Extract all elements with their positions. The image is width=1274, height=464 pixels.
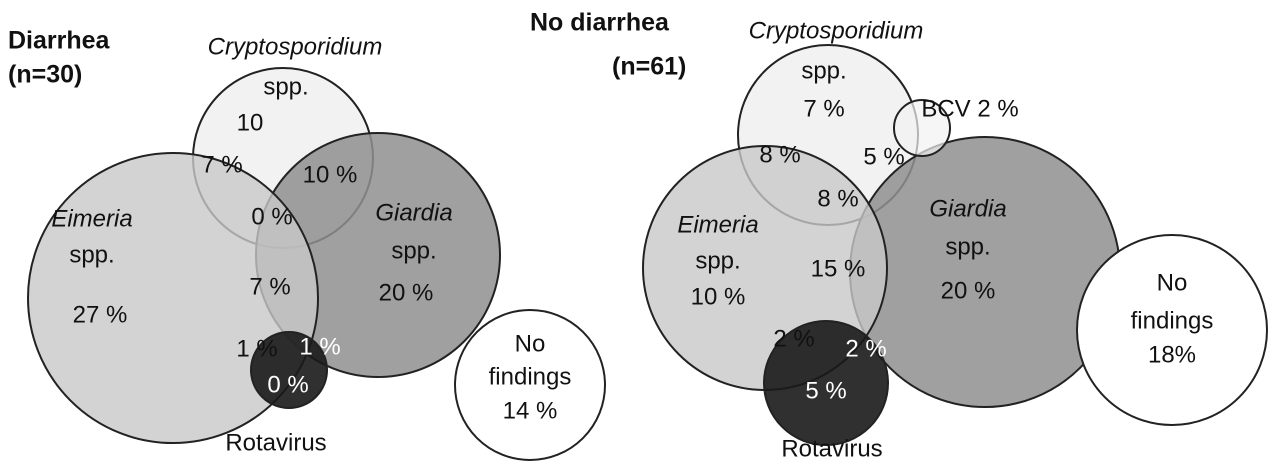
- region-label: 7 %: [803, 95, 844, 122]
- region-label: 7 %: [201, 151, 242, 178]
- set-label: findings: [1131, 307, 1214, 334]
- set-label: spp.: [801, 57, 846, 84]
- set-label: Eimeria: [51, 205, 132, 232]
- region-label: 1 %: [236, 335, 277, 362]
- region-label: 0 %: [267, 371, 308, 398]
- set-label: spp.: [69, 241, 114, 268]
- circle-rotavirus: [250, 331, 328, 409]
- panel-diarrhea: Diarrhea (n=30) Cryptosporidium spp. 10 …: [8, 27, 606, 461]
- panel-no-diarrhea: No diarrhea (n=61) Cryptosporidium spp. …: [530, 9, 1268, 462]
- title: Diarrhea: [8, 27, 111, 55]
- set-label: Eimeria: [677, 211, 758, 238]
- region-label: 27 %: [73, 301, 128, 328]
- title: (n=61): [612, 53, 686, 81]
- region-label: 15 %: [811, 255, 866, 282]
- region-label: 8 %: [817, 185, 858, 212]
- circle-eimeria: [27, 152, 319, 444]
- set-label: No: [515, 330, 546, 357]
- title: No diarrhea: [530, 9, 670, 37]
- circle-rotavirus: [763, 320, 889, 446]
- set-label: Rotavirus: [225, 429, 326, 456]
- region-label: 10 %: [303, 161, 358, 188]
- region-label: 5 %: [805, 377, 846, 404]
- set-label: spp.: [263, 73, 308, 100]
- title: (n=30): [8, 61, 82, 89]
- circle-no-findings: [454, 309, 606, 461]
- set-label: 14 %: [503, 397, 558, 424]
- region-label: 10: [237, 109, 264, 136]
- region-label: 5 %: [863, 143, 904, 170]
- region-label: 2 %: [773, 325, 814, 352]
- set-label: findings: [489, 363, 572, 390]
- set-label: spp.: [695, 247, 740, 274]
- circle-giardia: [849, 136, 1121, 408]
- set-label: BCV 2 %: [921, 95, 1018, 122]
- region-label: 0 %: [251, 203, 292, 230]
- region-label: 8 %: [759, 141, 800, 168]
- set-label: Cryptosporidium: [749, 17, 924, 44]
- region-label: 1 %: [299, 333, 340, 360]
- set-label: Giardia: [375, 199, 452, 226]
- region-label: 20 %: [379, 279, 434, 306]
- region-label: 7 %: [249, 273, 290, 300]
- region-label: 20 %: [941, 277, 996, 304]
- set-label: Rotavirus: [781, 435, 882, 462]
- set-label: spp.: [391, 237, 436, 264]
- set-label: 18%: [1148, 341, 1196, 368]
- set-label: Giardia: [929, 195, 1006, 222]
- circle-no-findings: [1076, 234, 1268, 426]
- set-label: Cryptosporidium: [208, 33, 383, 60]
- set-label: spp.: [945, 233, 990, 260]
- set-label: No: [1157, 269, 1188, 296]
- region-label: 2 %: [845, 335, 886, 362]
- region-label: 10 %: [691, 283, 746, 310]
- circle-bcv: [893, 99, 951, 157]
